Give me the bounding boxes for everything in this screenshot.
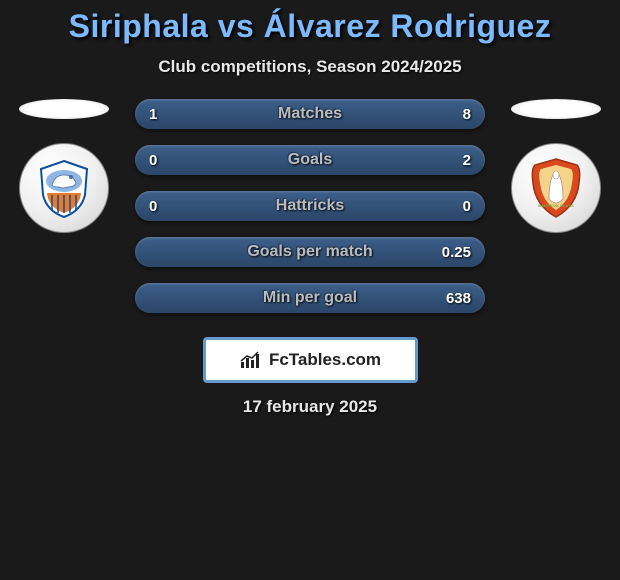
stat-row-min-per-goal: Min per goal 638 [135, 283, 485, 313]
page-title: Siriphala vs Álvarez Rodriguez [0, 8, 620, 45]
stat-row-goals-per-match: Goals per match 0.25 [135, 237, 485, 267]
right-club-crest-icon: BANGKOK GLASS [511, 143, 601, 233]
brand-text: FcTables.com [269, 350, 381, 370]
stat-right-value: 0.25 [441, 244, 471, 261]
footer: FcTables.com 17 february 2025 [0, 337, 620, 417]
left-club-crest-icon [19, 143, 109, 233]
stat-right-value: 0 [441, 198, 471, 215]
right-player-marker [511, 99, 601, 119]
stat-label: Goals per match [247, 243, 372, 261]
stat-left-value: 0 [149, 152, 179, 169]
brand-link[interactable]: FcTables.com [203, 337, 418, 383]
left-player-marker [19, 99, 109, 119]
svg-text:BANGKOK GLASS: BANGKOK GLASS [538, 203, 574, 208]
stat-label: Matches [278, 105, 342, 123]
stat-right-value: 638 [441, 290, 471, 307]
stat-row-matches: 1 Matches 8 [135, 99, 485, 129]
infographic-root: Siriphala vs Álvarez Rodriguez Club comp… [0, 0, 620, 417]
right-player-col: BANGKOK GLASS [501, 99, 611, 233]
stat-label: Goals [288, 151, 332, 169]
stat-label: Hattricks [276, 197, 344, 215]
comparison-content: 1 Matches 8 0 Goals 2 0 Hattricks 0 Goal… [0, 99, 620, 313]
stat-left-value: 0 [149, 198, 179, 215]
page-subtitle: Club competitions, Season 2024/2025 [0, 57, 620, 77]
stat-row-goals: 0 Goals 2 [135, 145, 485, 175]
stat-row-hattricks: 0 Hattricks 0 [135, 191, 485, 221]
stats-bars: 1 Matches 8 0 Goals 2 0 Hattricks 0 Goal… [135, 99, 485, 313]
stat-right-value: 8 [441, 106, 471, 123]
brand-chart-icon [239, 350, 263, 370]
stat-label: Min per goal [263, 289, 357, 307]
date-label: 17 february 2025 [243, 397, 377, 417]
stat-right-value: 2 [441, 152, 471, 169]
stat-left-value: 1 [149, 106, 179, 123]
left-player-col [9, 99, 119, 233]
